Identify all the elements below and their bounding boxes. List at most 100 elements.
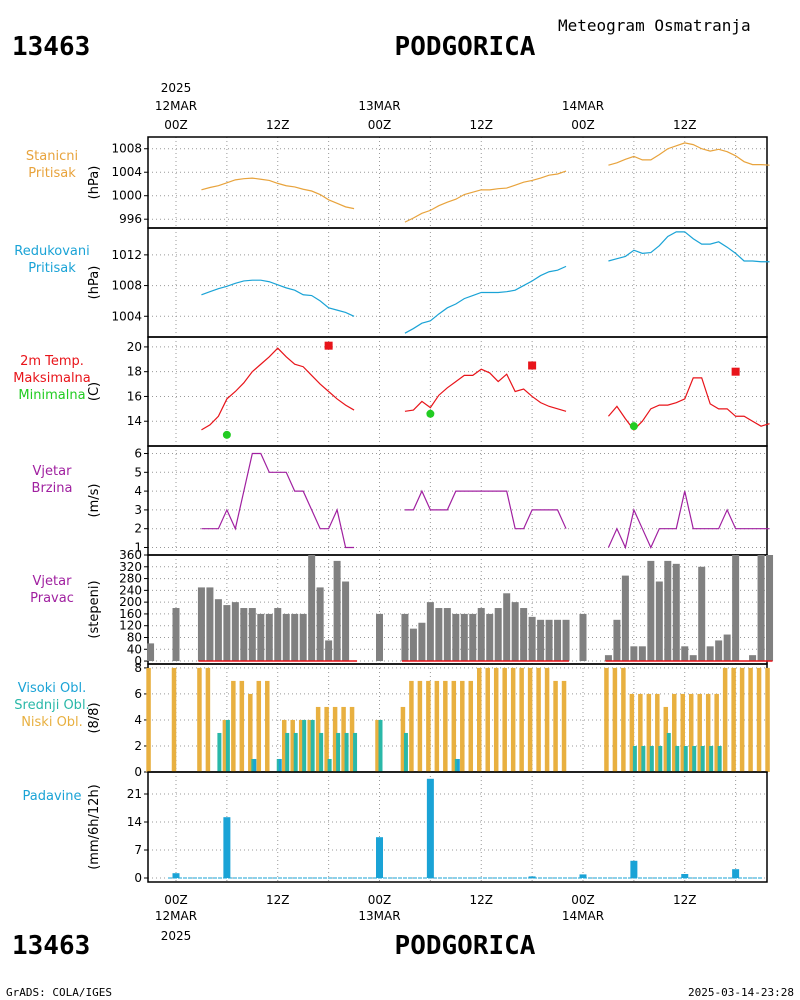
direction-bar [689,655,697,662]
direction-bar [757,555,765,662]
direction-bar [291,613,299,662]
y-tick-label: 1008 [111,279,142,293]
station-id-top: 13463 [12,32,90,62]
time-tick-label-bottom: 00Z [164,893,188,907]
footer-timestamp: 2025-03-14-23:28 [688,986,794,999]
cloud-bar [510,667,516,772]
y-tick-label: 8 [134,661,142,675]
y-tick-label: 5 [134,465,142,479]
cloud-bar [400,706,406,772]
y-tick-label: 0 [134,871,142,885]
cloud-bar [666,732,671,772]
date-label-top: 12MAR [155,99,197,113]
precip-bar [172,873,180,878]
y-tick-label: 6 [134,687,142,701]
direction-bar [197,587,205,662]
time-tick-label-top: 12Z [470,118,494,132]
cloud-bar [561,680,567,772]
cloud-bar [278,758,282,772]
cloud-bar [285,732,290,772]
series-line [404,368,567,412]
series-line [201,279,355,317]
cloud-bar [638,693,643,772]
cloud-bar [765,667,770,772]
panel-frame [147,136,768,229]
y-axis-label: (hPa) [87,166,102,200]
cloud-bar [621,667,626,772]
cloud-bar [544,667,550,772]
y-axis-label: (mm/6h/12h) [87,784,102,870]
footer-credit: GrADS: COLA/IGES [6,986,112,999]
series-line [608,231,770,263]
panel-cloud-cover: 0 2 4 6 8 Visoki Obl. Srednji Obl. Niski Obl. (8… [14,661,770,779]
cloud-bar [553,680,558,772]
precip-bar [630,860,638,878]
direction-bar [248,608,256,662]
y-tick-label: 16 [127,389,142,403]
time-tick-label-bottom: 00Z [571,893,595,907]
precip-bar [376,837,383,878]
time-axis-labels: 00Z 00Z 12Z 12Z 00Z 00Z 12Z 12Z 00Z 00Z 12Z 12Z 12MA… [155,99,697,923]
direction-bar [282,613,290,662]
cloud-bar [217,732,222,772]
cloud-bar [222,719,228,772]
cloud-bar [253,758,257,772]
cloud-bar [434,680,440,772]
cloud-bar [332,706,338,772]
panel-label: Maksimalna [13,371,91,386]
date-label-bottom: 13MAR [358,909,400,923]
cloud-bar [239,680,245,772]
cloud-bar [680,693,685,772]
direction-bar [299,613,307,662]
direction-bar [511,602,519,662]
direction-bar [681,646,689,662]
y-tick-label: 0 [134,765,142,779]
panel-label: Brzina [32,481,73,496]
cloud-bar [307,719,312,772]
cloud-bar [468,680,474,772]
cloud-bar [485,667,490,772]
direction-bar [698,566,706,662]
cloud-bar [502,667,507,772]
y-tick-label: 18 [127,365,142,379]
date-label-top: 14MAR [562,99,604,113]
cloud-bar [293,732,298,772]
y-tick-label: 1004 [111,165,142,179]
y-tick-label: 360 [119,548,142,562]
cloud-bar [281,719,287,772]
direction-bar [426,602,434,662]
cloud-bar [641,745,646,772]
time-tick-label-bottom: 00Z [368,893,392,907]
panel-label: Pravac [30,591,74,606]
direction-bar [172,608,180,662]
y-tick-label: 14 [127,414,142,428]
cloud-bar [649,745,654,772]
direction-bar [469,613,477,662]
cloud-bar [655,693,660,772]
cloud-bar [629,693,635,772]
panel-label: Srednji Obl. [14,698,89,713]
panel-station-pressure: 996 1000 1004 1008 Stanicni Pritisak (hPa) [26,136,770,229]
station-id-bottom: 13463 [12,931,90,961]
direction-bar [732,555,740,662]
direction-bar [316,587,324,662]
series-line [201,347,355,431]
y-tick-label: 1 [134,540,142,554]
panel-label: Stanicni [26,149,78,164]
precip-bar [579,874,587,878]
year-bottom: 2025 [161,929,192,943]
y-axis-label: (stepeni) [87,580,102,638]
cloud-bar [477,667,482,772]
y-tick-label: 320 [119,560,142,574]
direction-bar [630,646,638,662]
station-name-bottom: PODGORICA [395,931,536,961]
y-tick-label: 7 [134,843,142,857]
panel-label: Niski Obl. [21,715,83,730]
y-tick-label: 1008 [111,142,142,156]
cloud-bar [705,693,711,772]
series-line [404,170,567,223]
cloud-bar [344,732,349,772]
series-line [404,489,567,530]
time-tick-label-bottom: 12Z [266,893,290,907]
